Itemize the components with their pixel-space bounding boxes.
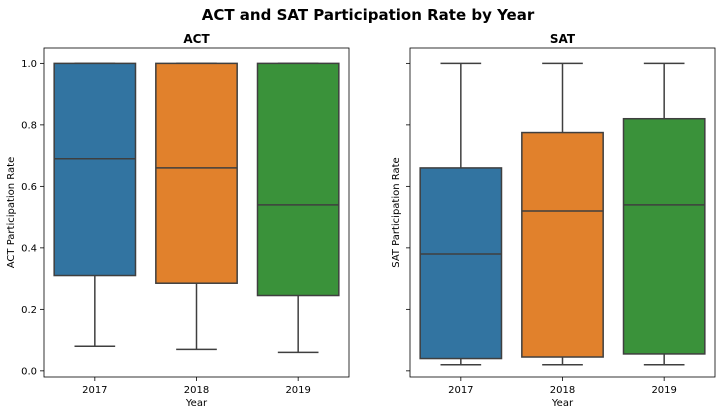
x-tick-label: 2019 — [651, 385, 676, 396]
y-tick-label: 0.0 — [21, 366, 37, 377]
figure-title: ACT and SAT Participation Rate by Year — [202, 6, 535, 24]
y-tick-label: 0.4 — [21, 243, 37, 254]
x-axis-label: Year — [551, 398, 574, 409]
y-tick-label: 0.6 — [21, 182, 37, 193]
box-body — [256, 62, 340, 297]
box-2019 — [256, 62, 340, 354]
y-axis-label: SAT Participation Rate — [391, 157, 402, 267]
x-tick-label: 2019 — [285, 385, 310, 396]
box-body — [53, 62, 137, 277]
panel-act: ACT 0.0 0.2 0.4 0.6 0.8 1.0 2017 2018 2019 Year ACT… — [6, 32, 350, 409]
panel-title: ACT — [183, 32, 210, 46]
box-2017 — [53, 62, 137, 348]
x-tick-label: 2017 — [82, 385, 107, 396]
box-2018 — [521, 62, 604, 366]
y-tick-label: 1.0 — [21, 59, 37, 70]
box-body — [155, 62, 238, 284]
x-tick-label: 2018 — [184, 385, 209, 396]
box-body — [622, 117, 706, 355]
x-tick-label: 2018 — [550, 385, 575, 396]
box-2018 — [155, 62, 238, 351]
x-axis-label: Year — [185, 398, 208, 409]
x-tick-label: 2017 — [448, 385, 473, 396]
box-2017 — [419, 62, 503, 366]
y-tick-label: 0.8 — [21, 120, 37, 131]
y-tick-label: 0.2 — [21, 305, 37, 316]
panel-sat: SAT 2017 2018 2019 Year SAT Participation Rat… — [391, 32, 716, 409]
box-body — [521, 131, 604, 358]
box-2019 — [622, 62, 706, 366]
panel-title: SAT — [550, 32, 576, 46]
box-body — [419, 167, 503, 360]
y-axis-label: ACT Participation Rate — [6, 157, 17, 268]
